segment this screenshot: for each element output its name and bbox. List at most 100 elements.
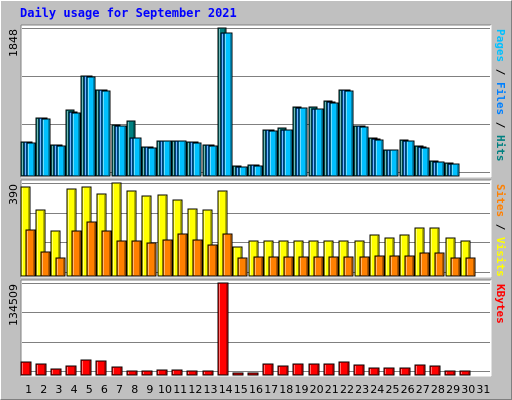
bar-sites-day-27 — [419, 252, 430, 277]
bar-fill — [141, 370, 153, 376]
bar-sites-day-25 — [389, 255, 400, 277]
bar-kbytes-day-29 — [444, 370, 456, 376]
x-tick-label-day-9: 9 — [146, 383, 153, 396]
bar-pages-day-24 — [374, 139, 384, 177]
bar-fill — [389, 149, 399, 177]
bar-fill — [223, 32, 233, 177]
bar-fill — [399, 367, 411, 376]
bar-sites-day-5 — [86, 221, 97, 277]
legend-text: Sites — [494, 184, 507, 217]
bar-fill — [101, 90, 111, 177]
bar-fill — [146, 242, 157, 277]
x-tick-label-day-1: 1 — [25, 383, 32, 396]
bar-sites-day-22 — [343, 256, 354, 277]
bar-pages-day-11 — [177, 140, 187, 177]
bar-sites-day-6 — [101, 230, 112, 277]
bar-fill — [298, 256, 309, 277]
bar-fill — [465, 257, 476, 277]
bar-sites-day-1 — [25, 229, 36, 277]
bar-pages-day-13 — [208, 145, 218, 177]
bar-fill — [253, 256, 264, 277]
legend-text: / — [494, 115, 507, 135]
bar-fill — [459, 370, 471, 376]
y-axis-max-label: 1848 — [7, 29, 20, 57]
bar-pages-day-14 — [223, 32, 233, 177]
x-tick-label-day-16: 16 — [249, 383, 263, 396]
bar-fill — [353, 364, 365, 376]
bar-fill — [313, 256, 324, 277]
bar-kbytes-day-17 — [262, 363, 274, 376]
x-tick-label-day-6: 6 — [101, 383, 108, 396]
bar-pages-day-20 — [314, 108, 324, 177]
bar-sites-day-9 — [146, 242, 157, 277]
bar-fill — [162, 140, 172, 177]
bar-fill — [389, 255, 400, 277]
bar-kbytes-day-15 — [232, 372, 244, 376]
bar-fill — [404, 255, 415, 277]
x-tick-label-day-22: 22 — [340, 383, 354, 396]
bar-fill — [450, 257, 461, 277]
bar-kbytes-day-18 — [277, 365, 289, 376]
bar-pages-day-4 — [71, 112, 81, 177]
bar-fill — [262, 363, 274, 376]
bar-fill — [435, 161, 445, 177]
bar-kbytes-day-13 — [202, 370, 214, 376]
bar-kbytes-day-24 — [368, 367, 380, 376]
bar-fill — [177, 140, 187, 177]
bar-sites-day-4 — [71, 230, 82, 277]
bar-fill — [41, 118, 51, 177]
bar-fill — [25, 229, 36, 277]
bar-fill — [292, 363, 304, 376]
bar-pages-day-2 — [41, 118, 51, 177]
y-axis-max-label: 390 — [7, 184, 20, 205]
bar-fill — [237, 257, 248, 277]
bar-kbytes-day-22 — [338, 361, 350, 376]
bar-kbytes-day-21 — [323, 363, 335, 376]
series-legend-label: KBytes — [494, 284, 507, 324]
bar-fill — [298, 107, 308, 177]
bar-sites-day-3 — [55, 257, 66, 277]
bar-fill — [86, 221, 97, 277]
bar-fill — [147, 147, 157, 177]
bar-fill — [192, 142, 202, 177]
bar-fill — [86, 76, 96, 177]
bar-pages-day-23 — [359, 126, 369, 177]
bar-kbytes-day-19 — [292, 363, 304, 376]
x-tick-label-day-29: 29 — [446, 383, 460, 396]
x-tick-label-day-27: 27 — [416, 383, 430, 396]
bar-fill — [177, 233, 188, 277]
bar-fill — [208, 145, 218, 177]
bar-kbytes-day-7 — [111, 366, 123, 376]
bar-kbytes-day-20 — [308, 363, 320, 376]
bar-pages-day-9 — [147, 147, 157, 177]
x-tick-label-day-20: 20 — [310, 383, 324, 396]
bar-fill — [71, 112, 81, 177]
bar-sites-day-14 — [222, 233, 233, 277]
legend-text: Files — [494, 82, 507, 115]
bar-fill — [368, 367, 380, 376]
bar-sites-day-2 — [40, 251, 51, 277]
bar-pages-day-12 — [192, 142, 202, 177]
bar-sites-day-17 — [268, 256, 279, 277]
bar-fill — [131, 240, 142, 277]
bar-fill — [65, 365, 77, 376]
bar-fill — [338, 361, 350, 376]
x-tick-label-day-5: 5 — [86, 383, 93, 396]
bar-pages-day-1 — [26, 142, 36, 177]
bar-fill — [308, 363, 320, 376]
x-tick-label-day-26: 26 — [401, 383, 415, 396]
bar-fill — [374, 255, 385, 277]
bar-sites-day-24 — [374, 255, 385, 277]
bar-sites-day-12 — [192, 239, 203, 277]
x-axis-labels: 1 2 3 4 5 6 7 8 9 10 11 12 13 14 15 16 17 18 19 20 21 22 23 24 2… — [25, 383, 490, 396]
bar-sites-day-26 — [404, 255, 415, 277]
bar-kbytes-day-11 — [171, 369, 183, 376]
x-tick-label-day-14: 14 — [219, 383, 233, 396]
bar-fill — [247, 372, 259, 376]
bar-fill — [132, 137, 142, 177]
bar-sites-day-11 — [177, 233, 188, 277]
x-tick-label-day-23: 23 — [355, 383, 369, 396]
bar-sites-day-15 — [237, 257, 248, 277]
bar-fill — [202, 370, 214, 376]
